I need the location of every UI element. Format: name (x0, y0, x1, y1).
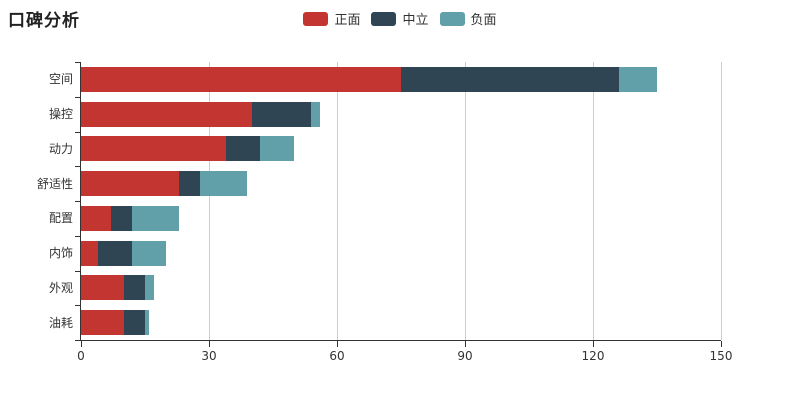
gridline-x-90 (464, 62, 466, 340)
bar-segment-负面-内饰[interactable] (132, 240, 167, 266)
chart-title: 口碑分析 (8, 11, 80, 31)
bar-segment-中立-舒适性[interactable] (179, 171, 201, 197)
bar-segment-中立-油耗[interactable] (123, 310, 145, 336)
bar-segment-负面-操控[interactable] (311, 101, 320, 127)
y-axis-tick (75, 62, 81, 63)
bar-row-3 (81, 136, 295, 162)
bar-segment-中立-空间[interactable] (401, 66, 619, 92)
plot-area: 0 30 60 90 120 150 空间操控动力舒适性配置内饰外观油耗 (37, 62, 732, 363)
y-axis-label-7: 外观 (48, 280, 73, 295)
legend: 正面 中立 负面 (0, 9, 800, 28)
legend-item-label: 负面 (470, 13, 497, 28)
x-axis-tick-label: 90 (457, 349, 473, 363)
bar-segment-正面-舒适性[interactable] (81, 171, 180, 197)
legend-item-1[interactable]: 正面 (303, 9, 360, 28)
x-axis-tick (721, 341, 722, 347)
bar-segment-中立-操控[interactable] (251, 101, 312, 127)
y-axis-tick (75, 201, 81, 202)
gridline-x-60 (336, 62, 338, 340)
bar-segment-正面-外观[interactable] (81, 275, 124, 301)
bar-row-6 (81, 240, 167, 266)
gridline-x-120 (592, 62, 594, 340)
x-axis-tick-label: 60 (329, 349, 345, 363)
bar-row-2 (81, 101, 320, 127)
y-axis-label-3: 动力 (48, 141, 73, 156)
y-axis-tick (75, 96, 81, 98)
bar-row-1 (81, 66, 657, 92)
bar-row-8 (81, 310, 150, 336)
bar-segment-中立-外观[interactable] (123, 275, 145, 301)
x-axis-tick-label: 30 (201, 349, 217, 363)
bar-segment-负面-配置[interactable] (132, 205, 180, 231)
bar-segment-正面-动力[interactable] (81, 136, 227, 162)
bar-segment-正面-油耗[interactable] (81, 310, 124, 336)
y-axis-label-6: 内饰 (48, 246, 73, 261)
y-axis-label-2: 操控 (48, 107, 73, 122)
x-axis-tick-label: 0 (77, 349, 85, 363)
y-axis-tick (75, 270, 81, 272)
bar-segment-负面-舒适性[interactable] (200, 171, 248, 197)
bar-segment-负面-动力[interactable] (260, 136, 295, 162)
bar-segment-中立-配置[interactable] (110, 205, 133, 231)
y-axis-tick (75, 235, 81, 237)
y-axis-tick (75, 131, 81, 133)
bar-segment-中立-动力[interactable] (226, 136, 261, 162)
x-axis-tick (465, 341, 466, 347)
x-axis-tick-label: 120 (581, 349, 605, 363)
x-axis-tick (81, 341, 82, 347)
y-axis-tick (75, 340, 81, 341)
legend-swatch-icon (371, 11, 397, 26)
y-axis-label-4: 舒适性 (36, 176, 73, 191)
y-axis-tick (75, 166, 81, 168)
bar-segment-负面-外观[interactable] (144, 275, 154, 301)
bar-segment-正面-配置[interactable] (81, 205, 111, 231)
bar-segment-负面-空间[interactable] (618, 66, 657, 92)
bar-segment-正面-操控[interactable] (81, 101, 252, 127)
y-axis-label-5: 配置 (48, 211, 73, 226)
legend-item-2[interactable]: 中立 (371, 9, 429, 28)
bar-segment-正面-空间[interactable] (81, 66, 401, 92)
bar-segment-中立-内饰[interactable] (98, 240, 133, 266)
bar-row-5 (81, 205, 180, 231)
y-axis-tick (75, 305, 81, 307)
bar-row-4 (81, 171, 248, 197)
x-axis-tick-label: 150 (709, 349, 733, 363)
legend-item-label: 正面 (334, 13, 361, 28)
x-axis-tick (593, 341, 594, 347)
bar-segment-负面-油耗[interactable] (144, 310, 150, 336)
bar-segment-正面-内饰[interactable] (81, 240, 99, 266)
x-axis-tick (337, 341, 338, 347)
legend-item-3[interactable]: 负面 (439, 9, 497, 28)
legend-item-label: 中立 (402, 13, 429, 28)
y-axis-label-8: 油耗 (48, 315, 73, 330)
gridline-x-30 (208, 62, 210, 340)
x-axis-tick (209, 341, 210, 347)
legend-swatch-icon (303, 11, 329, 26)
bar-row-7 (81, 275, 154, 301)
gridline-x-150 (720, 62, 722, 340)
legend-swatch-icon (439, 11, 465, 26)
y-axis-label-1: 空间 (48, 72, 73, 87)
